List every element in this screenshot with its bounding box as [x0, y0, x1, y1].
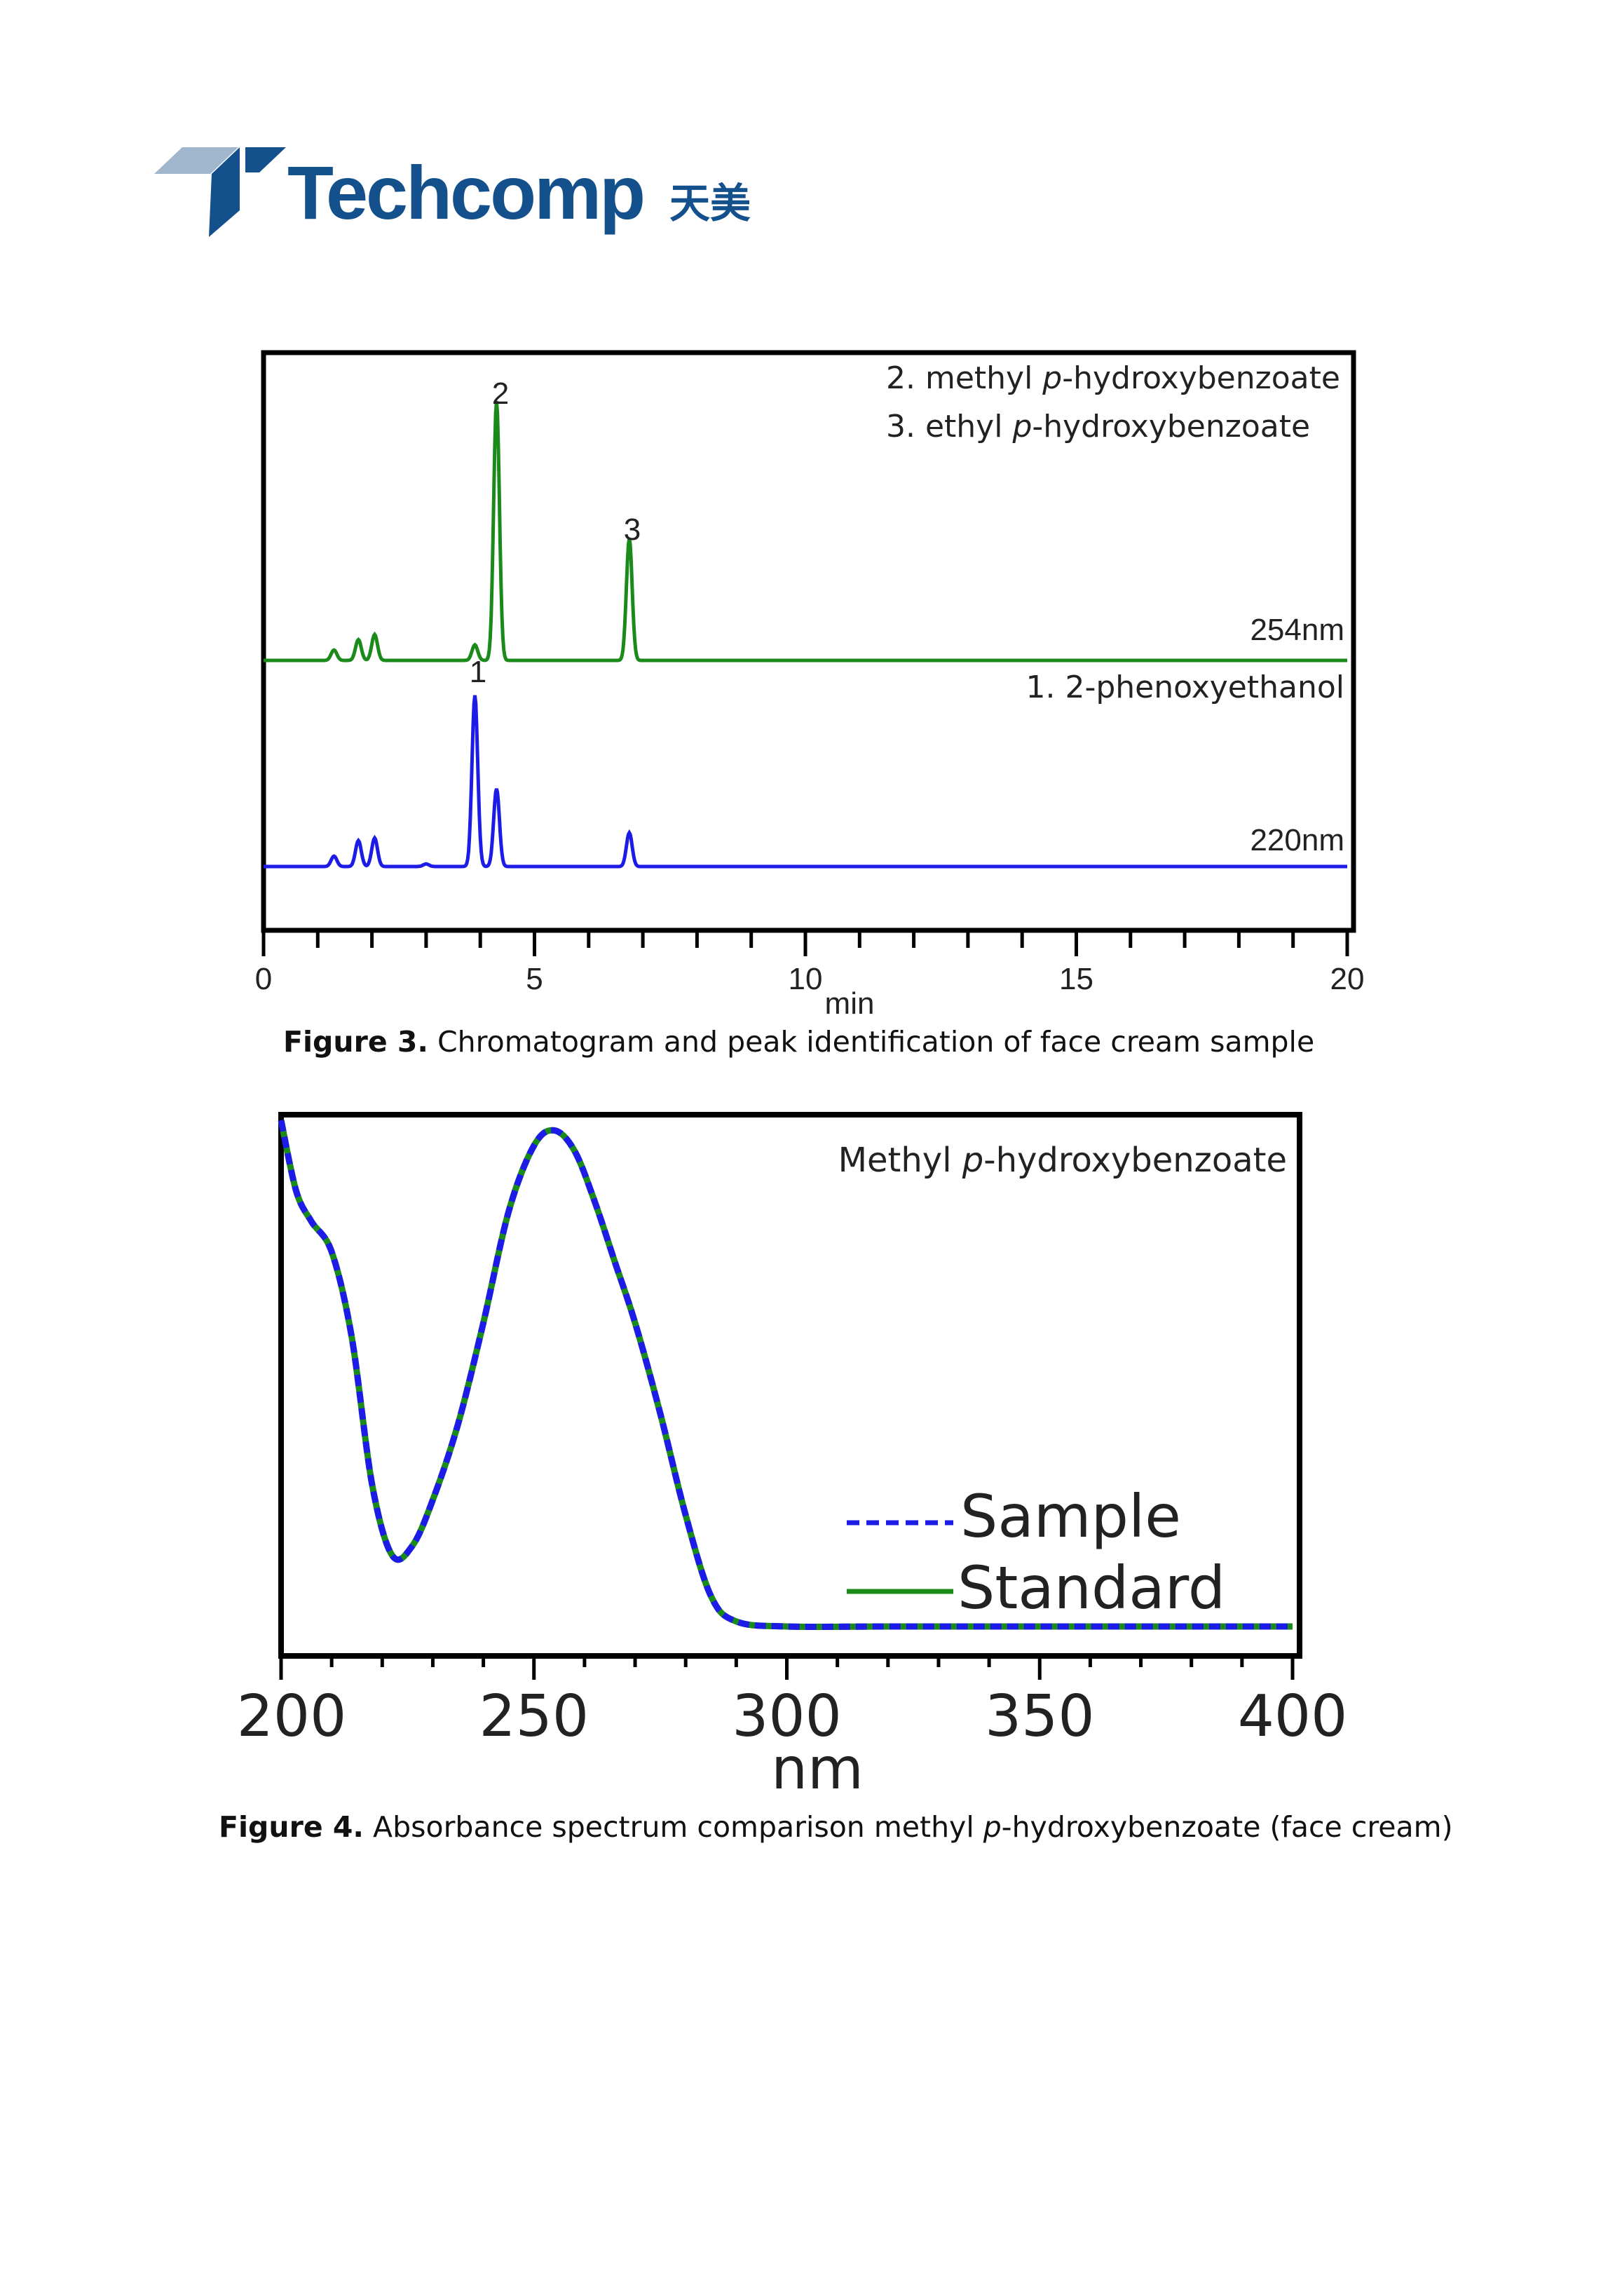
logo-mark-light — [154, 147, 238, 174]
chromatogram-frame — [261, 350, 1356, 933]
x-tick-label: 350 — [985, 1683, 1095, 1750]
trace-254nm — [264, 400, 1347, 663]
spectrum-x-axis: 200 250 300 350 400 — [237, 1656, 1348, 1750]
spectrum-frame — [278, 1112, 1302, 1659]
spectrum-figure: 200 250 300 350 400 Methyl p-hydroxybenzoate… — [237, 1112, 1348, 1802]
peak-label-2: 2 — [492, 376, 509, 411]
legend-line-2: 2. methyl p-hydroxybenzoate — [886, 360, 1340, 396]
x-tick-label: 300 — [732, 1683, 842, 1750]
x-tick-label: 250 — [479, 1683, 589, 1750]
x-tick-label: 0 — [255, 962, 272, 996]
legend-label-sample: Sample — [960, 1482, 1181, 1551]
x-tick-label: 400 — [1238, 1683, 1348, 1750]
x-tick-label: 20 — [1330, 962, 1365, 996]
x-tick-label: 10 — [789, 962, 823, 996]
logo-mark-flag — [245, 147, 286, 172]
legend-line-1: 1. 2-phenoxyethanol — [1026, 670, 1344, 705]
legend-label-standard: Standard — [957, 1554, 1225, 1622]
trace-220nm — [264, 695, 1347, 869]
legend-line-3: 3. ethyl p-hydroxybenzoate — [886, 409, 1310, 444]
figure-3-caption: Figure 3. Chromatogram and peak identifi… — [283, 1025, 1315, 1059]
peak-label-1: 1 — [470, 655, 486, 689]
chromatogram-x-label: min — [825, 986, 875, 1021]
figure-4-caption: Figure 4. Absorbance spectrum comparison… — [219, 1810, 1453, 1844]
spectrum-title: Methyl p-hydroxybenzoate — [838, 1141, 1287, 1180]
logo-brand-text: Techcomp — [287, 150, 643, 235]
x-tick-label: 5 — [526, 962, 543, 996]
x-tick-label: 200 — [237, 1683, 347, 1750]
chromatogram-figure: 0 5 10 15 20 2 3 1 2. methyl p-hydroxybenzoa… — [255, 350, 1365, 1021]
peak-label-3: 3 — [624, 512, 641, 547]
standard-spectrum-line — [278, 1120, 1293, 1631]
chromatogram-x-axis: 0 5 10 15 20 — [255, 931, 1365, 996]
trace-label-254nm: 254nm — [1250, 613, 1344, 647]
logo-brand-cn: 天美 — [669, 179, 751, 227]
logo-mark-dark — [209, 147, 240, 237]
spectrum-x-label: nm — [771, 1736, 864, 1802]
x-tick-label: 15 — [1059, 962, 1093, 996]
spectrum-legend: Sample Standard — [847, 1482, 1225, 1622]
trace-label-220nm: 220nm — [1250, 823, 1344, 857]
techcomp-logo: Techcomp 天美 — [154, 147, 751, 237]
sample-spectrum-line — [278, 1120, 1293, 1631]
